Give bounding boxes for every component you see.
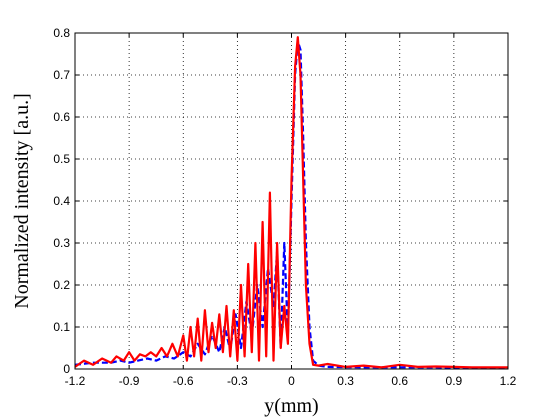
y-tick-label: 0.3 — [53, 236, 70, 250]
y-tick-label: 0.7 — [53, 68, 70, 82]
plot-series — [74, 36, 508, 369]
y-tick-label: 0.4 — [53, 194, 70, 208]
x-tick-label: -0.9 — [119, 374, 140, 388]
x-tick-label: -0.6 — [173, 374, 194, 388]
series-line-solid-red — [74, 36, 508, 369]
y-tick-label: 0.6 — [53, 110, 70, 124]
x-axis-label: y(mm) — [264, 395, 318, 417]
y-tick-label: 0 — [63, 362, 70, 376]
x-tick-label: -0.3 — [227, 374, 248, 388]
x-tick-label: 0.3 — [337, 374, 354, 388]
x-tick-label: 1.2 — [500, 374, 517, 388]
y-tick-label: 0.2 — [53, 278, 70, 292]
y-axis-label: Normalized intensity [a.u.] — [11, 93, 33, 309]
y-tick-label: 0.1 — [53, 320, 70, 334]
x-tick-label: 0.6 — [391, 374, 408, 388]
grid — [75, 33, 508, 369]
y-tick-label: 0.8 — [53, 26, 70, 40]
x-tick-label: -1.2 — [65, 374, 86, 388]
ticks: -1.2 -0.9 -0.6 -0.3 0 0.3 0.6 0.9 1.2 0 0.1 0.2 0.3 0… — [53, 26, 516, 388]
x-tick-label: 0.9 — [446, 374, 463, 388]
x-tick-label: 0 — [288, 374, 295, 388]
y-tick-label: 0.5 — [53, 152, 70, 166]
